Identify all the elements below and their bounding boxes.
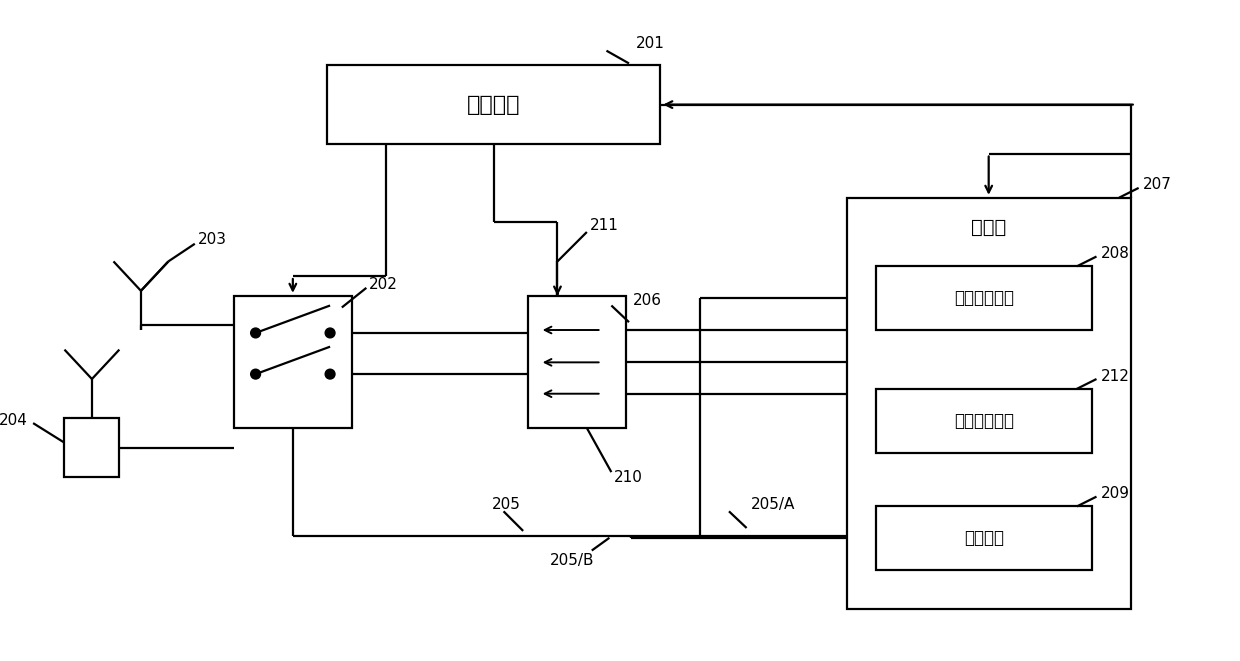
Text: 202: 202	[370, 278, 398, 292]
Bar	[847, 198, 1131, 609]
Text: 203: 203	[197, 233, 227, 247]
Text: 207: 207	[1142, 177, 1172, 192]
Bar	[875, 266, 1091, 330]
Text: 205/B: 205/B	[549, 553, 594, 568]
Bar	[327, 65, 661, 144]
Text: 第一接收模块: 第一接收模块	[954, 289, 1014, 307]
Text: 201: 201	[636, 36, 665, 52]
Text: 第二接收模块: 第二接收模块	[954, 412, 1014, 430]
Circle shape	[325, 369, 335, 379]
Bar	[875, 506, 1091, 570]
Text: 收发机: 收发机	[971, 217, 1007, 237]
Circle shape	[250, 369, 260, 379]
Circle shape	[325, 328, 335, 338]
Bar	[234, 295, 352, 428]
Text: 发送模块: 发送模块	[963, 529, 1004, 547]
Text: 204: 204	[0, 412, 29, 428]
Bar	[528, 295, 626, 428]
Text: 208: 208	[1100, 246, 1130, 261]
Text: 205/A: 205/A	[750, 497, 795, 512]
Text: 212: 212	[1100, 369, 1130, 383]
Text: 主控芯片: 主控芯片	[467, 95, 521, 114]
Text: 209: 209	[1100, 486, 1130, 501]
Text: 205: 205	[492, 497, 521, 512]
Circle shape	[250, 328, 260, 338]
Bar	[875, 389, 1091, 453]
Text: 206: 206	[632, 293, 662, 308]
Bar	[64, 418, 119, 477]
Text: 210: 210	[614, 469, 644, 485]
Text: 211: 211	[590, 217, 619, 233]
